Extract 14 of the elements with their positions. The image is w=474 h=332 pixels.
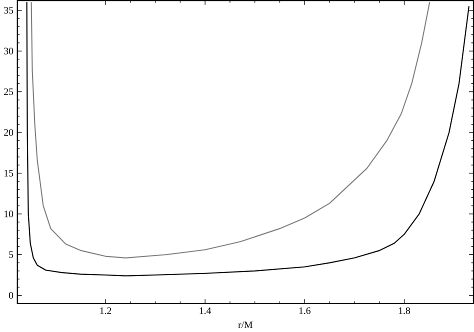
y-tick-label: 15: [4, 170, 14, 177]
y-tick-label: 25: [4, 88, 14, 96]
y-tick-label: 30: [4, 48, 14, 54]
x-tick-label: 1.4: [200, 307, 212, 314]
x-tick-label: 1.8: [398, 307, 410, 314]
y-tick-label: 5: [9, 251, 14, 258]
x-tick-label: 1.2: [100, 307, 112, 314]
line-series: [30, 2, 430, 259]
y-tick-label: 10: [4, 210, 14, 218]
y-tick-label: 0: [8, 292, 14, 299]
x-tick-label: 1.6: [299, 307, 311, 314]
y-tick-label: 35: [4, 7, 14, 14]
x-axis-title: r/M: [238, 322, 253, 328]
y-tick-label: 20: [4, 129, 14, 136]
